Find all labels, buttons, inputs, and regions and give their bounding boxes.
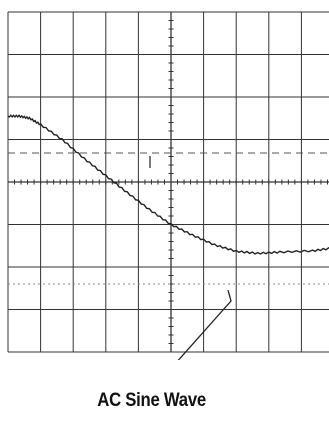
oscilloscope-display: [7, 11, 329, 360]
caption-label: AC Sine Wave: [97, 390, 206, 411]
center-axis-ticks: [7, 11, 329, 353]
sine-wave-trace: [7, 114, 329, 255]
caption-pointer: [177, 289, 232, 360]
